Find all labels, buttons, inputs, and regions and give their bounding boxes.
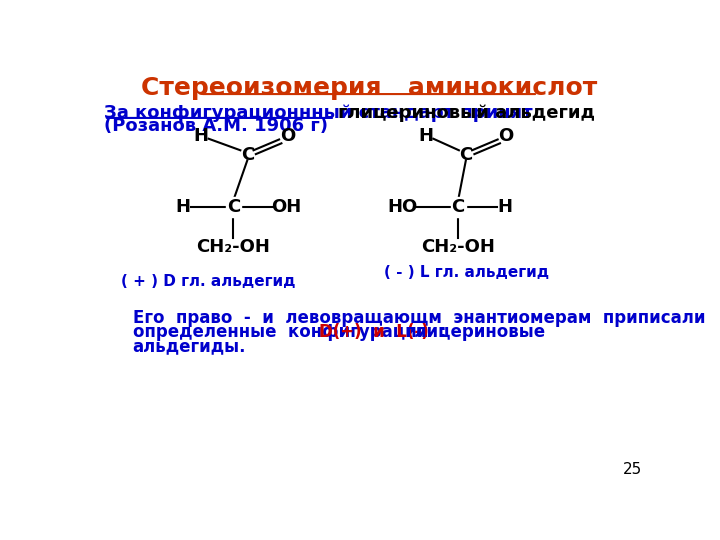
- Text: O: O: [498, 127, 514, 145]
- Text: C: C: [227, 198, 240, 216]
- Text: (Розанов А.М. 1906 г): (Розанов А.М. 1906 г): [104, 117, 328, 134]
- Text: глицериновые: глицериновые: [400, 323, 545, 341]
- Text: H: H: [497, 198, 512, 216]
- Text: Стереоизомерия   аминокислот: Стереоизомерия аминокислот: [141, 76, 597, 100]
- Text: D(+)  и  L(-): D(+) и L(-): [320, 323, 429, 341]
- Text: H: H: [194, 127, 208, 145]
- Text: OH: OH: [271, 198, 301, 216]
- Text: C: C: [240, 146, 254, 164]
- Text: определенные  конфигурации  :: определенные конфигурации :: [132, 323, 458, 341]
- Text: CH₂-OH: CH₂-OH: [421, 238, 495, 256]
- Text: Его  право  -  и  левовращающм  энантиомерам  приписали: Его право - и левовращающм энантиомерам …: [132, 309, 705, 327]
- Text: C: C: [459, 146, 472, 164]
- Text: O: O: [280, 127, 295, 145]
- Text: альдегиды.: альдегиды.: [132, 337, 246, 355]
- Text: ( - ) L гл. альдегид: ( - ) L гл. альдегид: [384, 265, 549, 280]
- Text: HO: HO: [387, 198, 418, 216]
- Text: ( + ) D гл. альдегид: ( + ) D гл. альдегид: [121, 274, 295, 289]
- Text: 25: 25: [623, 462, 642, 477]
- Text: За конфигурационнный стандарт принят: За конфигурационнный стандарт принят: [104, 104, 539, 122]
- Text: CH₂-OH: CH₂-OH: [197, 238, 270, 256]
- Text: H: H: [176, 198, 191, 216]
- Text: C: C: [451, 198, 464, 216]
- Text: глицериновый альдегид: глицериновый альдегид: [338, 104, 595, 122]
- Text: H: H: [418, 127, 433, 145]
